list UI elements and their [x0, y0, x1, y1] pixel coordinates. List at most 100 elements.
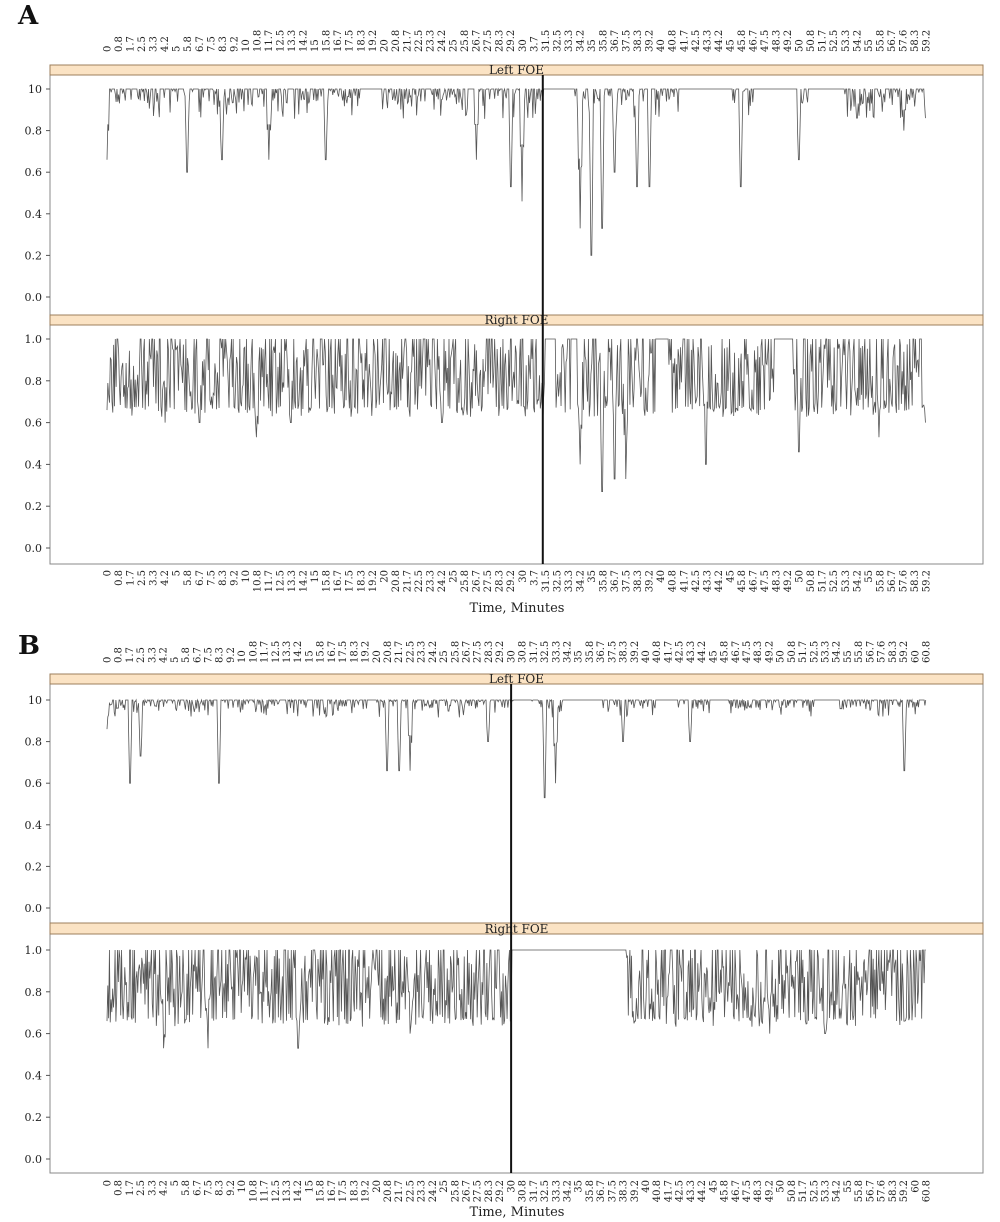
- x-tick-label: 45: [708, 1180, 719, 1193]
- x-tick-label: 41.7: [663, 1180, 674, 1202]
- x-tick-label: 35.8: [585, 1180, 596, 1202]
- facet-strip: [49, 922, 984, 935]
- series-line: [106, 338, 926, 492]
- series-line: [106, 698, 927, 799]
- y-tick-label: 0.4: [25, 208, 43, 221]
- x-tick-label: 58.3: [910, 570, 921, 592]
- x-tick-label: 5: [170, 1180, 181, 1186]
- x-tick-labels-top: 0 0.8 1.7 2.5 3.3 4.2 5 5.8 6.7 7.5 8.3 9.2 10 10.8 11…: [103, 30, 933, 52]
- x-tick-label: 31.5: [541, 570, 552, 592]
- x-tick-label: 55.8: [854, 1180, 865, 1202]
- facet-strip-label: Left FOE: [489, 672, 544, 686]
- series-line: [106, 949, 926, 1049]
- x-tick-label: 27.5: [473, 1180, 484, 1202]
- x-tick-label: 15.8: [322, 570, 333, 592]
- y-tick-label: 0.8: [25, 736, 43, 749]
- x-tick-label: 19.2: [361, 1180, 372, 1202]
- x-tick-label: 8.3: [218, 36, 229, 52]
- x-tick-label: 10: [241, 570, 252, 583]
- x-tick-label: 59.2: [899, 1180, 910, 1202]
- x-tick-label: 53.3: [841, 570, 852, 592]
- x-tick-label: 10.8: [252, 30, 263, 52]
- x-tick-label: 17.5: [345, 570, 356, 592]
- y-tick-label: 0.6: [25, 417, 43, 430]
- x-tick-label: 3.3: [147, 1180, 158, 1196]
- x-tick-label: 20: [372, 1180, 383, 1193]
- x-tick-label: 31.5: [541, 30, 552, 52]
- facet-left-foe: Left FOE 0.0 0.2 0.4 0.6 0.8 10: [25, 672, 984, 924]
- x-tick-label: 10.8: [252, 570, 263, 592]
- x-tick-label: 17.5: [345, 30, 356, 52]
- y-tick-label: 0.4: [25, 1069, 43, 1082]
- x-tick-label: 10: [237, 650, 248, 663]
- y-tick-label: 0.2: [25, 500, 43, 513]
- x-tick-label: 48.3: [753, 1180, 764, 1202]
- x-tick-label: 45.8: [720, 641, 731, 663]
- x-tick-label: 18.3: [356, 570, 367, 592]
- x-tick-label: 45.8: [737, 30, 748, 52]
- facet-left-foe: Left FOE 0.0 0.2 0.4 0.6 0.8 10: [25, 63, 984, 316]
- x-tick-label: 49.2: [764, 1180, 775, 1202]
- x-tick-label: 25.8: [460, 30, 471, 52]
- x-tick-label: 36.7: [610, 30, 621, 52]
- x-tick-label: 21.7: [402, 570, 413, 592]
- facet-strip: [49, 673, 984, 685]
- facet-right-foe: Right FOE 0.0 0.2 0.4 0.6 0.8 1.0: [25, 313, 984, 565]
- x-tick-label: 23.3: [417, 1180, 428, 1202]
- x-tick-label: 17.5: [338, 1180, 349, 1202]
- y-tick-label: 0.8: [25, 125, 43, 138]
- x-tick-label: 15.8: [316, 641, 327, 663]
- x-tick-label: 37.5: [607, 1180, 618, 1202]
- x-tick-label: 50: [795, 570, 806, 583]
- x-tick-label: 34.2: [562, 641, 573, 663]
- x-tick-label: 35: [587, 570, 598, 583]
- y-tick-label: 0.0: [25, 902, 43, 915]
- x-tick-label: 40: [656, 39, 667, 52]
- x-tick-label: 15: [304, 1180, 315, 1193]
- x-tick-label: 9.2: [229, 36, 240, 52]
- x-tick-label: 15.8: [322, 30, 333, 52]
- y-tick-label: 0.2: [25, 860, 43, 873]
- x-tick-label: 36.7: [610, 570, 621, 592]
- x-tick-label: 46.7: [748, 570, 759, 592]
- x-tick-label: 44.2: [714, 30, 725, 52]
- x-tick-label: 16.7: [333, 570, 344, 592]
- x-tick-label: 57.6: [877, 1180, 888, 1202]
- x-tick-label: 0.8: [114, 647, 125, 663]
- x-tick-label: 5: [170, 657, 181, 663]
- x-tick-label: 51.7: [798, 641, 809, 663]
- x-tick-label: 41.7: [663, 641, 674, 663]
- y-tick-label: 10: [28, 83, 42, 96]
- x-tick-label: 9.2: [229, 570, 240, 586]
- x-tick-label: 16.7: [333, 30, 344, 52]
- facet-strip-label: Right FOE: [485, 922, 549, 936]
- x-tick-label: 52.5: [809, 1180, 820, 1202]
- x-tick-label: 56.7: [865, 641, 876, 663]
- x-tick-label: 37.5: [607, 641, 618, 663]
- x-tick-label: 13.3: [282, 1180, 293, 1202]
- x-tick-label: 53.3: [821, 1180, 832, 1202]
- y-tick-label: 0.8: [25, 375, 43, 388]
- x-tick-label: 13.3: [282, 641, 293, 663]
- x-tick-label: 29.2: [495, 1180, 506, 1202]
- x-tick-label: 2.5: [136, 647, 147, 663]
- x-tick-label: 5: [172, 46, 183, 52]
- x-tick-label: 47.5: [742, 641, 753, 663]
- x-tick-label: 12.5: [271, 641, 282, 663]
- x-tick-label: 15.8: [316, 1180, 327, 1202]
- x-tick-label: 36.7: [596, 1180, 607, 1202]
- x-tick-label: 25.8: [450, 641, 461, 663]
- x-tick-label: 7.5: [203, 647, 214, 663]
- x-tick-label: 27.5: [483, 570, 494, 592]
- x-tick-label: 55: [864, 570, 875, 583]
- x-tick-label: 14.2: [299, 30, 310, 52]
- x-tick-label: 48.3: [772, 30, 783, 52]
- x-tick-labels-bottom: 0 0.8 1.7 2.5 3.3 4.2 5 5.8 6.7 7.5 8.3 9.2 10 10.8 11…: [103, 1180, 933, 1202]
- x-tick-label: 4.2: [160, 570, 171, 586]
- x-tick-label: 55: [864, 39, 875, 52]
- x-tick-label: 25: [449, 39, 460, 52]
- facet-strip: [49, 64, 984, 76]
- x-tick-label: 6.7: [192, 647, 203, 663]
- x-tick-label: 18.3: [349, 641, 360, 663]
